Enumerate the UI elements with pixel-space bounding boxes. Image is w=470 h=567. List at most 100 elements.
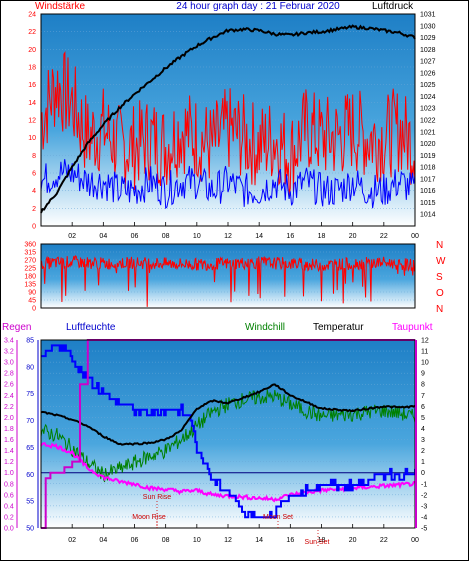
- panel1-series: [40, 24, 416, 214]
- x-tick-label: 10: [193, 233, 201, 240]
- regen-tick-label: 2.6: [4, 382, 14, 389]
- series-line-luftfeuchte: [41, 344, 416, 519]
- y-tick-label: 315: [24, 250, 36, 257]
- y-left-tick-label: 6: [32, 171, 36, 178]
- regen-tick-label: 3.4: [4, 338, 14, 345]
- y-left-tick-label: 10: [28, 135, 36, 142]
- compass-label: W: [436, 256, 446, 267]
- regen-tick-label: 2.4: [4, 393, 14, 400]
- temp-tick-label: 9: [421, 371, 425, 378]
- y-left-tick-label: 0: [32, 224, 36, 231]
- y-left-tick-label: 20: [28, 47, 36, 54]
- series-line-wind-average: [40, 159, 416, 210]
- x-tick-label: 02: [68, 537, 76, 544]
- regen-tick-label: 1.2: [4, 459, 14, 466]
- y-left-tick-label: 24: [28, 12, 36, 19]
- y-right-tick-label: 1023: [420, 106, 436, 113]
- y-right-tick-label: 1020: [420, 141, 436, 148]
- panel3-annotations: Sun Rise Moon Rise Moon Set Sun Set: [132, 494, 330, 546]
- series-line-temperatur: [40, 383, 416, 446]
- temp-tick-label: -4: [421, 514, 427, 521]
- panel2-frame: [40, 243, 416, 309]
- temp-tick-label: 11: [421, 349, 428, 356]
- temp-tick-label: 12: [421, 338, 429, 345]
- annotation-label: Sun Set: [305, 539, 330, 546]
- feuchte-tick-label: 50: [26, 526, 34, 533]
- series-line-regen: [41, 339, 415, 529]
- temp-tick-label: -3: [421, 503, 427, 510]
- x-tick-label: 16: [286, 537, 294, 544]
- x-tick-label: 20: [349, 233, 357, 240]
- y-left-tick-label: 14: [28, 100, 36, 107]
- y-tick-label: 180: [24, 274, 36, 281]
- feuchte-tick-label: 70: [26, 418, 34, 425]
- panel3-background: [41, 340, 415, 528]
- y-right-tick-label: 1024: [420, 94, 436, 101]
- x-tick-label: 18: [318, 537, 326, 544]
- y-left-tick-label: 22: [28, 29, 36, 36]
- y-right-tick-label: 1026: [420, 70, 436, 77]
- regen-tick-label: 0.8: [4, 481, 14, 488]
- y-right-tick-label: 1021: [420, 129, 436, 136]
- feuchte-tick-label: 80: [26, 364, 34, 371]
- x-tick-label: 14: [255, 233, 263, 240]
- regen-tick-label: 1.6: [4, 437, 14, 444]
- regen-tick-label: 2.0: [4, 415, 14, 422]
- series-line-wind-gust: [40, 50, 416, 196]
- x-tick-label: 08: [162, 537, 170, 544]
- regen-tick-label: 2.8: [4, 371, 14, 378]
- y-right-tick-label: 1014: [420, 212, 436, 219]
- y-left-tick-label: 2: [32, 206, 36, 213]
- x-tick-label: 02: [68, 233, 76, 240]
- series-line-windrichtung: [40, 255, 416, 307]
- temp-tick-label: -2: [421, 492, 427, 499]
- panel2-series: [40, 255, 416, 307]
- y-right-tick-label: 1022: [420, 118, 436, 125]
- y-tick-label: 225: [24, 266, 36, 273]
- luftfeuchte-label: Luftfeuchte: [66, 322, 116, 333]
- temp-tick-label: 10: [421, 360, 429, 367]
- y-right-tick-label: 1017: [420, 176, 436, 183]
- regen-tick-label: 0.0: [4, 526, 14, 533]
- y-left-tick-label: 18: [28, 65, 36, 72]
- x-tick-label: 22: [380, 537, 388, 544]
- temp-tick-label: 0: [421, 470, 425, 477]
- taupunkt-label: Taupunkt: [392, 322, 433, 333]
- compass-label: N: [436, 240, 443, 251]
- temp-tick-label: -1: [421, 481, 427, 488]
- panel3-feuchte-ticks: 50 55 60 65 70 75 80 85: [26, 338, 39, 533]
- y-tick-label: 135: [24, 282, 36, 289]
- x-tick-label: 22: [380, 233, 388, 240]
- y-left-tick-label: 4: [32, 188, 36, 195]
- regen-tick-label: 0.6: [4, 492, 14, 499]
- feuchte-tick-label: 60: [26, 472, 34, 479]
- regen-tick-label: 3.2: [4, 349, 14, 356]
- temp-tick-label: 4: [421, 426, 425, 433]
- regen-tick-label: 1.8: [4, 426, 14, 433]
- x-tick-label: 16: [286, 233, 294, 240]
- y-right-tick-label: 1025: [420, 82, 436, 89]
- series-line-luftdruck: [40, 24, 416, 214]
- temp-tick-label: 7: [421, 393, 425, 400]
- x-tick-label: 14: [255, 537, 263, 544]
- x-tick-label: 04: [99, 233, 107, 240]
- y-right-tick-label: 1027: [420, 59, 436, 66]
- y-tick-label: 360: [24, 242, 36, 249]
- regen-tick-label: 3.0: [4, 360, 14, 367]
- x-tick-label: 00: [411, 537, 419, 544]
- temp-tick-label: 1: [421, 459, 425, 466]
- x-tick-label: 18: [318, 233, 326, 240]
- panel1-x-ticks: 02 04 06 08 10 12 14 16 18 20 22 00: [68, 233, 419, 240]
- feuchte-tick-label: 75: [26, 391, 34, 398]
- y-right-tick-label: 1029: [420, 35, 436, 42]
- y-right-tick-label: 1030: [420, 23, 436, 30]
- left-axis-title: Windstärke: [35, 1, 85, 12]
- temperatur-label: Temperatur: [313, 322, 364, 333]
- feuchte-tick-label: 85: [26, 338, 34, 345]
- regen-tick-label: 2.2: [4, 404, 14, 411]
- regen-tick-label: 1.4: [4, 448, 14, 455]
- regen-tick-label: 1.0: [4, 470, 14, 477]
- y-right-tick-label: 1031: [420, 12, 436, 19]
